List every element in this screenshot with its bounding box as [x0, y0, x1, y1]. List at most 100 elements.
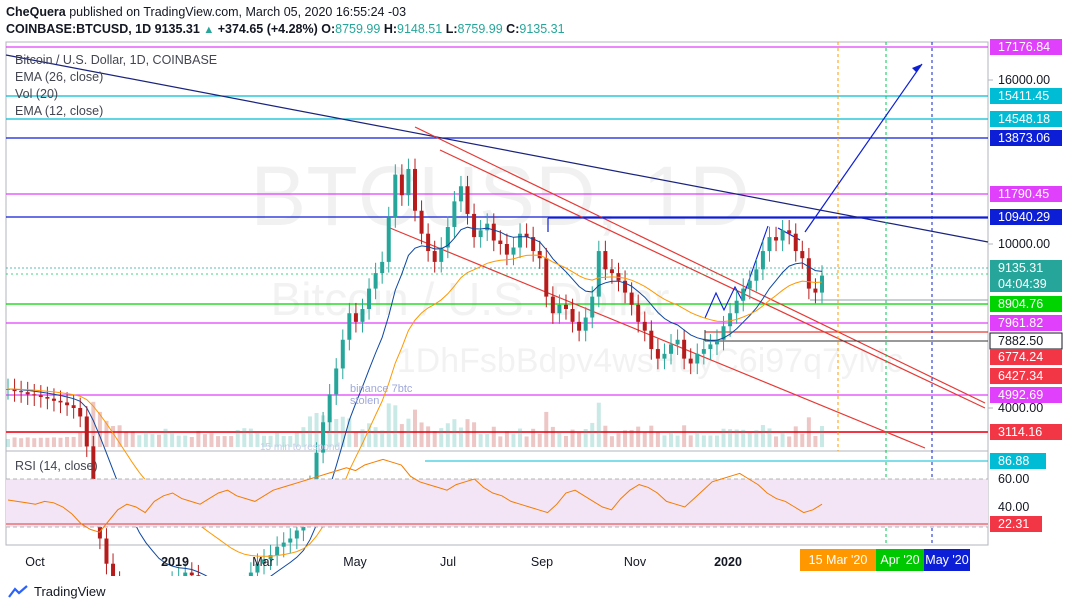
volume-bar-14 — [97, 411, 102, 447]
legend-title[interactable]: Bitcoin / U.S. Dollar, 1D, COINBASE — [15, 53, 218, 67]
volume-bar-122 — [806, 417, 811, 447]
volume-bar-95 — [629, 430, 634, 447]
volume-bar-26 — [176, 435, 181, 447]
candle-body-85 — [563, 304, 568, 310]
candle-body-82 — [544, 258, 549, 297]
price-label-bg-10 — [990, 349, 1062, 365]
candle-body-69 — [458, 186, 463, 202]
volume-bar-22 — [150, 433, 155, 447]
candle-body-115 — [760, 251, 765, 270]
volume-bar-80 — [531, 428, 536, 447]
volume-bar-0 — [6, 439, 10, 447]
rsi-line[interactable] — [7, 458, 823, 533]
projection-arrow[interactable] — [804, 63, 923, 233]
volume-bar-64 — [426, 426, 431, 447]
volume-bar-99 — [655, 431, 660, 447]
candle-body-96 — [636, 304, 641, 322]
price-label-10: 6774.24 — [998, 350, 1043, 364]
candle-body-116 — [767, 237, 772, 252]
candle-body-80 — [531, 237, 536, 252]
candle-body-38 — [255, 563, 260, 573]
candle-body-2 — [19, 391, 24, 393]
volume-bar-33 — [222, 436, 227, 447]
candle-body-100 — [662, 353, 667, 359]
volume-bar-16 — [111, 426, 116, 447]
volume-bar-65 — [432, 431, 437, 447]
candle-body-75 — [498, 240, 503, 244]
time-label-1[interactable]: Apr '20 — [880, 553, 919, 567]
candle-body-48 — [321, 422, 326, 453]
candle-body-65 — [432, 251, 437, 262]
up-triangle-icon: ▲ — [203, 24, 215, 36]
volume-bar-34 — [229, 436, 234, 447]
symbol-label[interactable]: COINBASE:BTCUSD, 1D — [6, 22, 152, 36]
candle-body-56 — [373, 273, 378, 289]
volume-bar-43 — [288, 435, 293, 447]
open-value: 8759.99 — [335, 22, 381, 36]
volume-bar-124 — [820, 426, 824, 447]
trendlines — [5, 42, 989, 545]
watermark-name: Bitcoin / U.S. Dollar — [271, 273, 670, 325]
footer: TradingView — [0, 576, 1073, 611]
candle-body-40 — [268, 555, 273, 560]
candle-body-68 — [452, 201, 457, 227]
time-label-bg-2 — [924, 549, 970, 571]
volume-bar-19 — [130, 431, 135, 447]
volume-bar-76 — [504, 431, 509, 447]
price-label-11: 6427.34 — [998, 369, 1043, 383]
last-price: 9135.31 — [154, 22, 200, 36]
candle-body-5 — [38, 395, 43, 398]
rsi-tick-1: 40.00 — [998, 500, 1029, 514]
binance-annotation[interactable]: binance 7btc — [350, 383, 413, 395]
volume-bar-104 — [688, 435, 693, 447]
tradingview-logo[interactable]: TradingView — [8, 584, 106, 599]
time-label-0[interactable]: 15 Mar '20 — [809, 553, 868, 567]
long-downtrend-line[interactable] — [5, 54, 989, 243]
channel-upper-line[interactable] — [414, 126, 986, 404]
legend-rsi[interactable]: RSI (14, close) — [15, 459, 98, 473]
volume-bar-7 — [51, 437, 56, 447]
time-label-2[interactable]: May '20 — [925, 553, 968, 567]
stolen-annotation[interactable]: stolen — [350, 395, 379, 407]
volume-bar-4 — [32, 438, 37, 447]
candle-body-63 — [419, 210, 424, 234]
plot-frame — [5, 41, 989, 546]
legend-ema26[interactable]: EMA (26, close) — [15, 70, 104, 84]
candle-body-99 — [655, 349, 660, 359]
volume-bar-100 — [662, 435, 667, 447]
volume-bar-29 — [196, 430, 201, 447]
author-name[interactable]: CheQuera — [6, 5, 66, 19]
volume-bar-57 — [380, 430, 385, 447]
time-label-bg-1 — [876, 549, 924, 571]
candle-body-72 — [478, 230, 483, 238]
impulse-path[interactable] — [704, 225, 769, 319]
ema-26-line[interactable] — [7, 254, 823, 557]
candle-body-70 — [465, 186, 470, 214]
ema-12-line[interactable] — [7, 226, 823, 593]
legend-ema12[interactable]: EMA (12, close) — [15, 104, 104, 118]
candle-body-105 — [695, 353, 700, 364]
volume-bar-78 — [518, 428, 523, 447]
candle-body-123 — [813, 288, 818, 293]
volume-bar-50 — [334, 419, 339, 447]
channel-mid-line[interactable] — [439, 149, 986, 409]
channel-lower-line[interactable] — [389, 227, 926, 449]
candle-body-89 — [590, 296, 595, 318]
candle-body-44 — [294, 530, 299, 539]
volume-bar-40 — [268, 435, 273, 447]
volume-bar-115 — [760, 425, 765, 447]
volume-bar-112 — [741, 429, 746, 447]
candle-body-28 — [189, 572, 194, 576]
candle-body-112 — [741, 288, 746, 301]
y-tick-1: 10000.00 — [998, 237, 1050, 251]
price-label-8: 7961.82 — [998, 316, 1043, 330]
legend-vol[interactable]: Vol (20) — [15, 87, 59, 101]
volume-bar-66 — [439, 428, 444, 447]
time-axis[interactable]: Oct 2019 Mar May Jul Sep Nov 2020 15 Mar '20 Apr … — [25, 549, 970, 571]
volume-bar-103 — [682, 425, 687, 447]
candle-body-91 — [603, 251, 608, 270]
volume-bar-75 — [498, 436, 503, 447]
candle-body-121 — [800, 251, 805, 259]
price-axis[interactable]: 17176.84 15411.45 14548.18 13873.06 11790.45… — [988, 39, 1063, 532]
